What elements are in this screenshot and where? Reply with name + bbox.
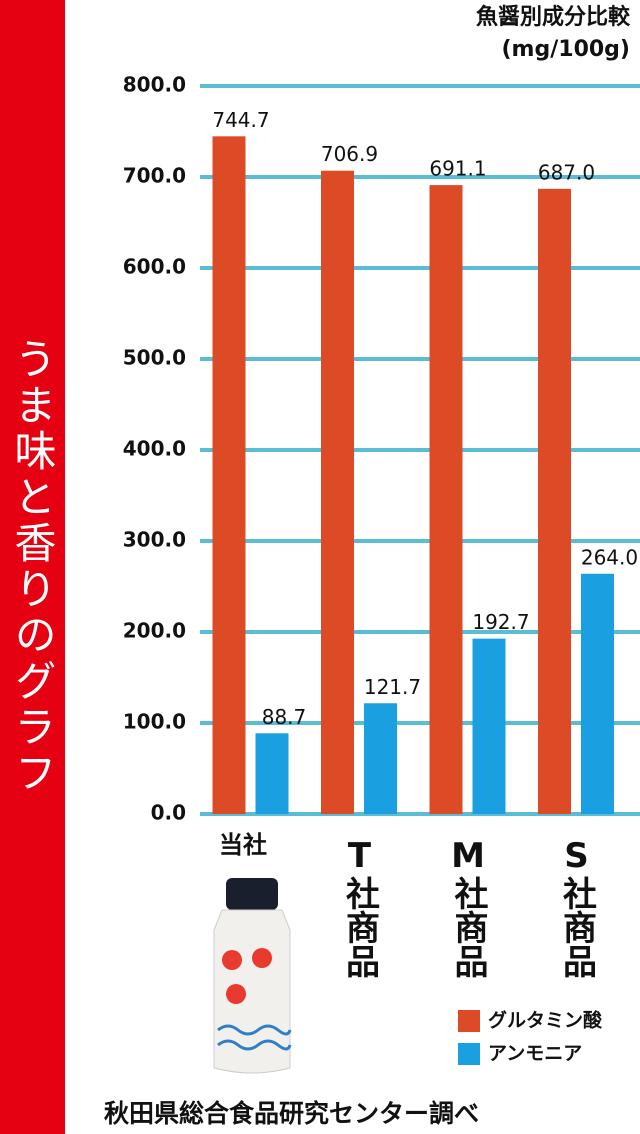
y-tick-label: 700.0 [123,164,186,188]
bottle [213,878,292,1074]
value-label: 706.9 [321,142,378,166]
bar [255,733,289,814]
bar [472,638,506,814]
side-title: うま味と香りのグラフ [8,337,57,797]
value-label: 691.1 [429,157,486,181]
value-label: 88.7 [262,705,307,729]
value-label: 264.0 [581,545,638,569]
x-tick-label: M社商品 [448,836,488,978]
legend-swatch [458,1043,480,1065]
source-note: 秋田県総合食品研究センター調べ [104,1099,479,1128]
value-label: 121.7 [364,675,421,699]
legend-swatch [458,1010,480,1032]
chart-title: 魚醤別成分比較 [476,4,631,30]
x-tick-label: T社商品 [339,836,380,978]
bar [321,170,354,814]
value-label: 744.7 [212,108,269,132]
bar [364,703,397,814]
value-label: 687.0 [538,160,595,184]
bar [212,136,246,814]
side-band: うま味と香りのグラフ [0,0,65,1134]
value-label: 192.7 [472,610,529,634]
x-tick-label: S社商品 [556,836,597,978]
bar [429,185,463,814]
x-tick-label: 当社 [219,831,267,859]
chart-subtitle: (mg/100g) [502,37,631,62]
y-tick-label: 500.0 [123,346,186,370]
legend-label: アンモニア [488,1043,582,1065]
y-tick-label: 400.0 [123,437,186,461]
y-tick-label: 100.0 [123,710,186,734]
legend-label: グルタミン酸 [488,1009,603,1032]
bar [538,188,571,814]
y-tick-label: 800.0 [123,73,186,97]
y-tick-label: 0.0 [151,801,186,825]
y-tick-label: 200.0 [123,619,186,643]
y-tick-label: 600.0 [123,255,186,279]
bar [581,573,614,814]
y-tick-label: 300.0 [123,528,186,552]
